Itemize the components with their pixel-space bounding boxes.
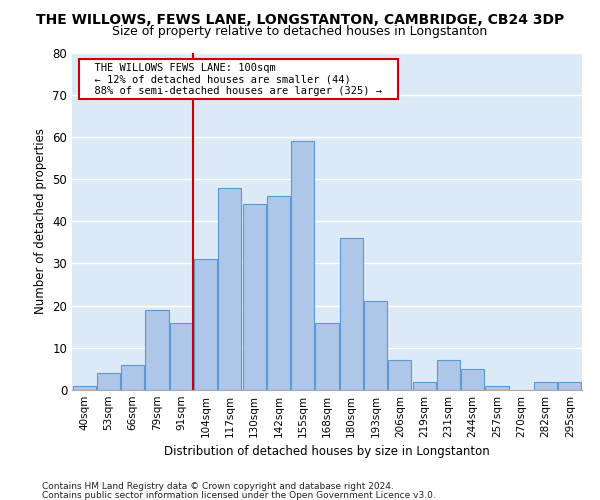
- Bar: [437, 360, 460, 390]
- Bar: [559, 382, 581, 390]
- Text: Contains public sector information licensed under the Open Government Licence v3: Contains public sector information licen…: [42, 490, 436, 500]
- Bar: [485, 386, 509, 390]
- X-axis label: Distribution of detached houses by size in Longstanton: Distribution of detached houses by size …: [164, 446, 490, 458]
- Bar: [316, 322, 338, 390]
- Text: Contains HM Land Registry data © Crown copyright and database right 2024.: Contains HM Land Registry data © Crown c…: [42, 482, 394, 491]
- Bar: [340, 238, 363, 390]
- Bar: [170, 322, 193, 390]
- Bar: [291, 141, 314, 390]
- Bar: [388, 360, 412, 390]
- Bar: [364, 302, 387, 390]
- Text: THE WILLOWS, FEWS LANE, LONGSTANTON, CAMBRIDGE, CB24 3DP: THE WILLOWS, FEWS LANE, LONGSTANTON, CAM…: [36, 12, 564, 26]
- Text: THE WILLOWS FEWS LANE: 100sqm  
  ← 12% of detached houses are smaller (44)  
  : THE WILLOWS FEWS LANE: 100sqm ← 12% of d…: [82, 62, 395, 96]
- Y-axis label: Number of detached properties: Number of detached properties: [34, 128, 47, 314]
- Bar: [73, 386, 95, 390]
- Bar: [194, 259, 217, 390]
- Bar: [97, 373, 120, 390]
- Bar: [461, 369, 484, 390]
- Bar: [242, 204, 266, 390]
- Bar: [121, 364, 144, 390]
- Bar: [145, 310, 169, 390]
- Bar: [218, 188, 241, 390]
- Bar: [413, 382, 436, 390]
- Text: Size of property relative to detached houses in Longstanton: Size of property relative to detached ho…: [112, 25, 488, 38]
- Bar: [267, 196, 290, 390]
- Bar: [534, 382, 557, 390]
